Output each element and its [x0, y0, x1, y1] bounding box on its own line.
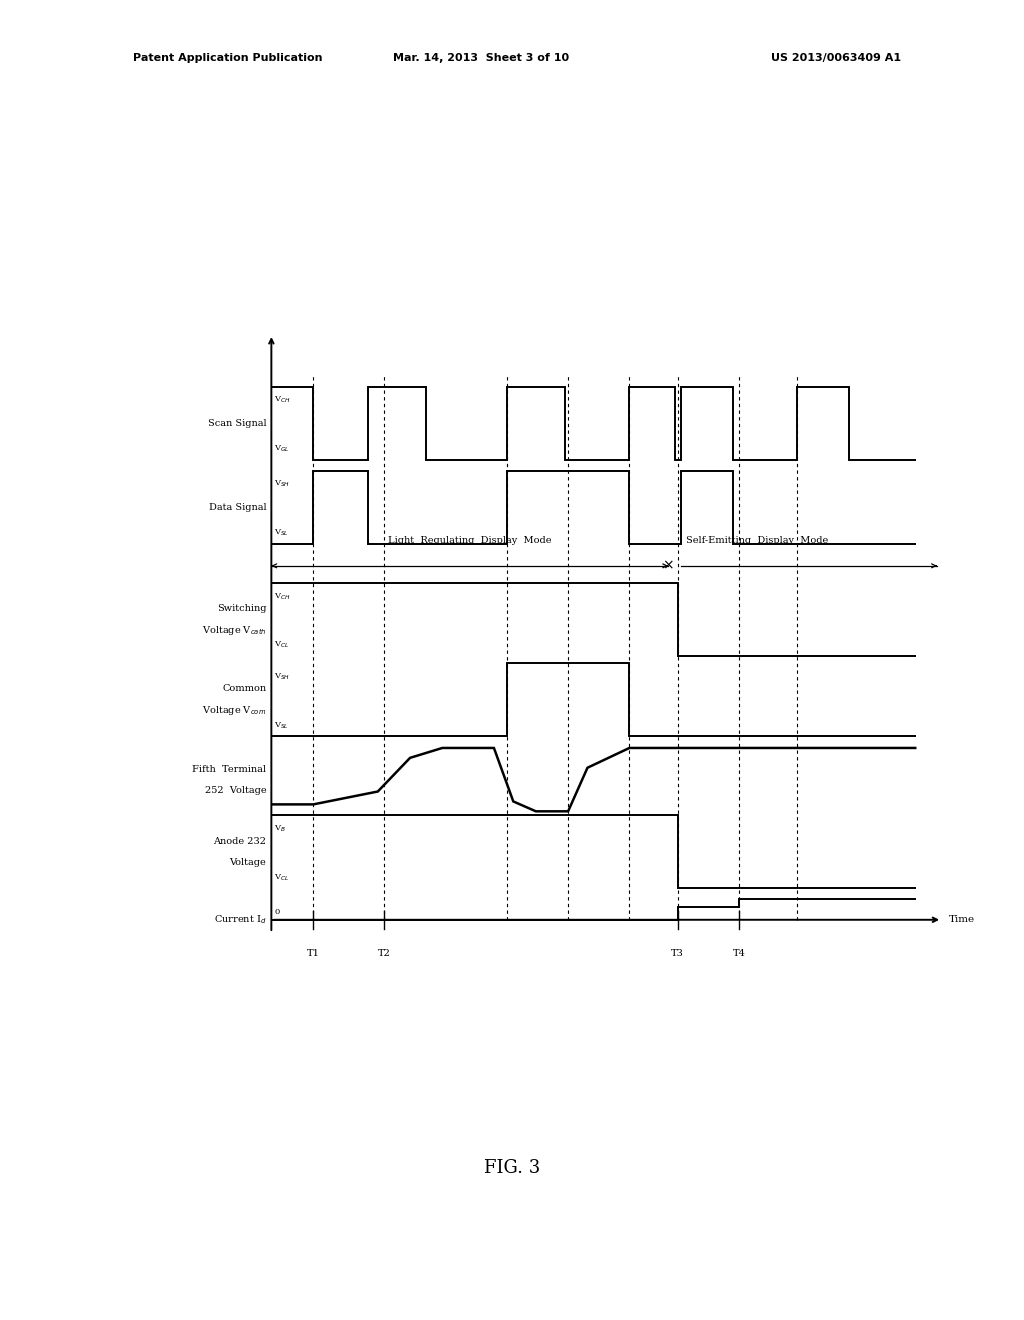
- Text: V$_{GL}$: V$_{GL}$: [274, 444, 290, 454]
- Text: Time: Time: [949, 915, 976, 924]
- Text: T3: T3: [672, 949, 684, 958]
- Text: Patent Application Publication: Patent Application Publication: [133, 53, 323, 63]
- Text: Current I$_d$: Current I$_d$: [214, 913, 266, 927]
- Text: T4: T4: [732, 949, 745, 958]
- Text: Scan Signal: Scan Signal: [208, 418, 266, 428]
- Text: Voltage: Voltage: [229, 858, 266, 867]
- Text: Voltage V$_{cath}$: Voltage V$_{cath}$: [202, 623, 266, 636]
- Text: V$_{SH}$: V$_{SH}$: [274, 671, 291, 681]
- Text: V$_{CL}$: V$_{CL}$: [274, 873, 290, 883]
- Text: V$_{CL}$: V$_{CL}$: [274, 640, 290, 651]
- Text: Switching: Switching: [217, 605, 266, 614]
- Text: Voltage V$_{com}$: Voltage V$_{com}$: [202, 704, 266, 717]
- Text: T2: T2: [378, 949, 391, 958]
- Text: V$_{SH}$: V$_{SH}$: [274, 479, 291, 490]
- Text: Self-Emitting  Display  Mode: Self-Emitting Display Mode: [686, 536, 828, 545]
- Text: 0: 0: [274, 908, 280, 916]
- Text: Mar. 14, 2013  Sheet 3 of 10: Mar. 14, 2013 Sheet 3 of 10: [393, 53, 569, 63]
- Text: Light  Regulating  Display  Mode: Light Regulating Display Mode: [388, 536, 552, 545]
- Text: ×: ×: [663, 558, 674, 573]
- Text: V$_B$: V$_B$: [274, 824, 287, 834]
- Text: 252  Voltage: 252 Voltage: [205, 785, 266, 795]
- Text: Data Signal: Data Signal: [209, 503, 266, 512]
- Text: Anode 232: Anode 232: [213, 837, 266, 846]
- Text: V$_{CH}$: V$_{CH}$: [274, 591, 291, 602]
- Text: T1: T1: [307, 949, 319, 958]
- Text: Fifth  Terminal: Fifth Terminal: [193, 764, 266, 774]
- Text: US 2013/0063409 A1: US 2013/0063409 A1: [771, 53, 901, 63]
- Text: V$_{SL}$: V$_{SL}$: [274, 528, 290, 539]
- Text: V$_{SL}$: V$_{SL}$: [274, 721, 290, 730]
- Text: V$_{CH}$: V$_{CH}$: [274, 395, 291, 405]
- Text: FIG. 3: FIG. 3: [484, 1159, 540, 1177]
- Text: Common: Common: [222, 685, 266, 693]
